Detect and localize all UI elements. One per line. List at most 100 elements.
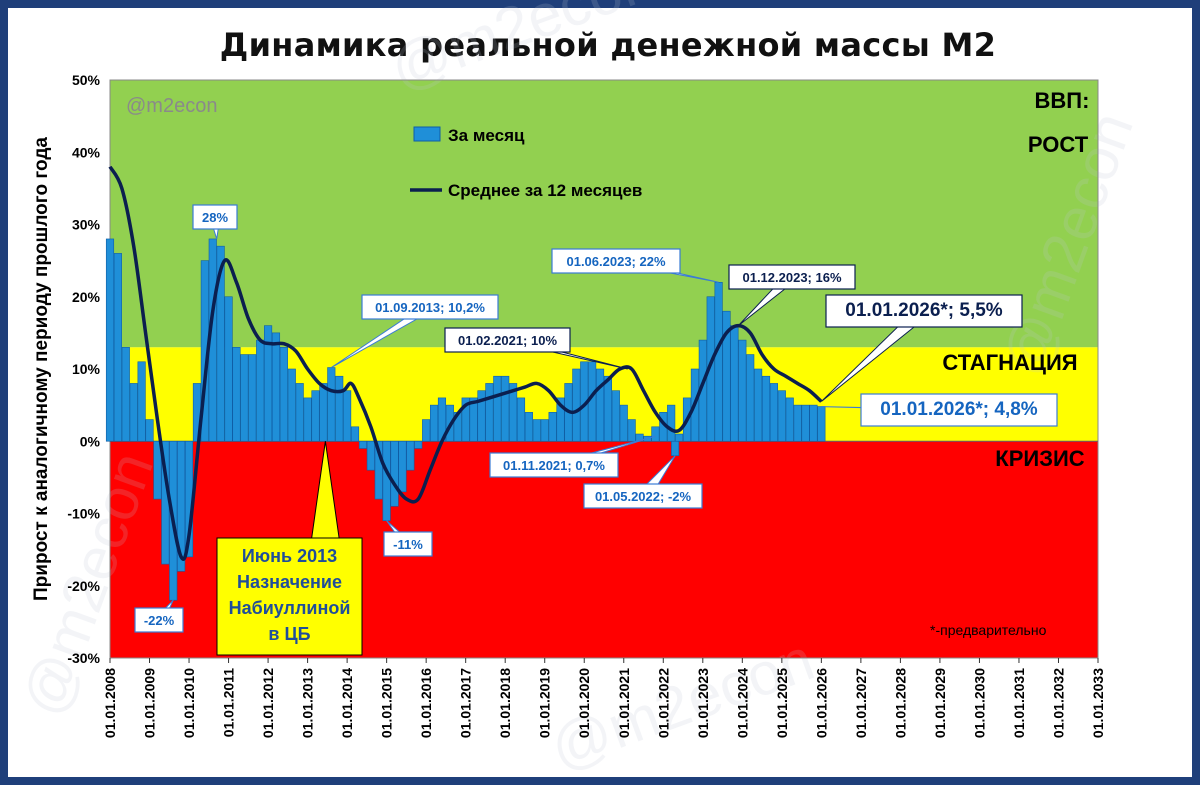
bar (224, 296, 233, 442)
ann-2021-11-text: 01.11.2021; 0,7% (503, 458, 605, 473)
x-tick-label: 01.01.2026 (813, 668, 829, 738)
y-tick-label: 20% (72, 289, 101, 305)
bar (232, 347, 241, 442)
bar (671, 440, 680, 456)
x-tick-label: 01.01.2010 (181, 668, 197, 738)
bar (153, 440, 162, 500)
watermark-label: @m2econ (126, 95, 217, 117)
bar (105, 238, 115, 442)
bar (722, 310, 731, 442)
chart-title: Динамика реальной денежной массы М2 (219, 26, 997, 64)
bar (335, 375, 344, 442)
bar (754, 368, 763, 442)
x-tick-label: 01.01.2014 (339, 668, 355, 738)
bar (785, 397, 794, 442)
bar (548, 412, 557, 442)
bar (430, 404, 439, 442)
x-tick-label: 01.01.2020 (576, 668, 592, 738)
ann-2026-avg-box (825, 294, 1023, 328)
bar (240, 354, 249, 442)
ann-neg22-text: -22% (144, 613, 175, 628)
bar (406, 440, 415, 471)
bar (366, 440, 375, 471)
x-tick-label: 01.01.2015 (379, 668, 395, 738)
bar (319, 383, 328, 442)
y-tick-label: 30% (72, 217, 101, 233)
x-tick-label: 01.01.2024 (734, 668, 750, 738)
ann-neg11-box (383, 531, 433, 557)
event-note-line: Набиуллиной (229, 598, 351, 618)
x-tick-label: 01.01.2009 (142, 668, 158, 738)
bar (461, 397, 470, 442)
bar (295, 383, 304, 442)
ann-2026-month-text: 01.01.2026*; 4,8% (880, 399, 1038, 420)
event-note-box (216, 537, 363, 656)
y-tick-label: -20% (67, 578, 100, 594)
event-note-line: Назначение (237, 572, 342, 592)
zone-label-stagnation: СТАГНАЦИЯ (942, 350, 1077, 375)
legend-bar-label: За месяц (448, 126, 525, 145)
bar (343, 390, 352, 442)
bar (256, 339, 265, 442)
ann-2022-box (583, 483, 703, 509)
bar (667, 404, 676, 442)
bar (358, 440, 367, 449)
bar (264, 325, 273, 442)
bar (627, 419, 636, 442)
bar (279, 347, 288, 442)
bar (398, 440, 407, 493)
ann-2021-text: 01.02.2021; 10% (458, 333, 557, 348)
y-tick-label: 40% (72, 144, 101, 160)
ann-2023-06-text: 01.06.2023; 22% (566, 254, 665, 269)
bar (137, 361, 146, 442)
x-tick-label: 01.01.2032 (1050, 668, 1066, 738)
y-tick-label: 50% (72, 72, 101, 88)
bar (382, 440, 391, 522)
bar (532, 419, 541, 442)
x-tick-label: 01.01.2027 (853, 668, 869, 738)
bar (129, 383, 138, 442)
bar (595, 368, 605, 442)
bar (493, 375, 502, 442)
bar (350, 426, 360, 442)
bar (216, 245, 225, 442)
bar (761, 375, 771, 442)
zone-label-growth: РОСТ (1028, 132, 1089, 157)
x-tick-label: 01.01.2008 (102, 668, 118, 738)
bar (145, 419, 154, 442)
bar (390, 440, 399, 507)
bar (121, 347, 130, 442)
bar (327, 367, 336, 442)
x-tick-label: 01.01.2031 (1011, 668, 1027, 738)
ann-2023-06-box (551, 248, 681, 274)
bar (540, 419, 549, 442)
x-tick-label: 01.01.2021 (616, 668, 632, 738)
bar (501, 375, 510, 442)
legend-line-label: Среднее за 12 месяцев (448, 181, 642, 200)
x-tick-label: 01.01.2033 (1090, 668, 1106, 738)
bar (414, 440, 423, 449)
ann-2023-12-text: 01.12.2023; 16% (742, 270, 841, 285)
bar (675, 433, 684, 442)
ann-2021-11-box (489, 452, 619, 478)
bar (271, 332, 281, 442)
ann-2013-text: 01.09.2013; 10,2% (375, 300, 485, 315)
y-tick-label: -10% (67, 506, 100, 522)
x-tick-label: 01.01.2028 (892, 668, 908, 738)
x-tick-label: 01.01.2016 (418, 668, 434, 738)
x-tick-label: 01.01.2022 (655, 668, 671, 738)
ann-neg11-text: -11% (393, 537, 423, 552)
zone-label-crisis: КРИЗИС (995, 446, 1085, 471)
bar (516, 397, 526, 442)
bar (777, 390, 786, 442)
zone-label-gdp: ВВП: (1035, 88, 1090, 113)
y-tick-label: 0% (80, 433, 101, 449)
footnote: *-предварительно (930, 622, 1047, 638)
ann-28-text: 28% (202, 210, 228, 225)
bar (817, 406, 826, 442)
bar (809, 404, 818, 442)
bar (769, 383, 778, 442)
bar (556, 397, 565, 442)
event-note-line: Июнь 2013 (242, 546, 337, 566)
y-tick-label: 10% (72, 361, 101, 377)
